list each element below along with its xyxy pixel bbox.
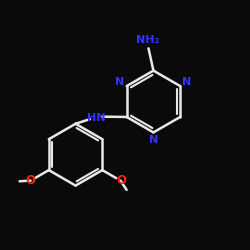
Text: HN: HN <box>87 113 106 123</box>
Text: O: O <box>25 174 35 187</box>
Text: N: N <box>149 135 158 145</box>
Text: N: N <box>182 76 192 86</box>
Text: N: N <box>115 76 124 86</box>
Text: NH₂: NH₂ <box>136 36 159 46</box>
Text: O: O <box>116 174 126 187</box>
